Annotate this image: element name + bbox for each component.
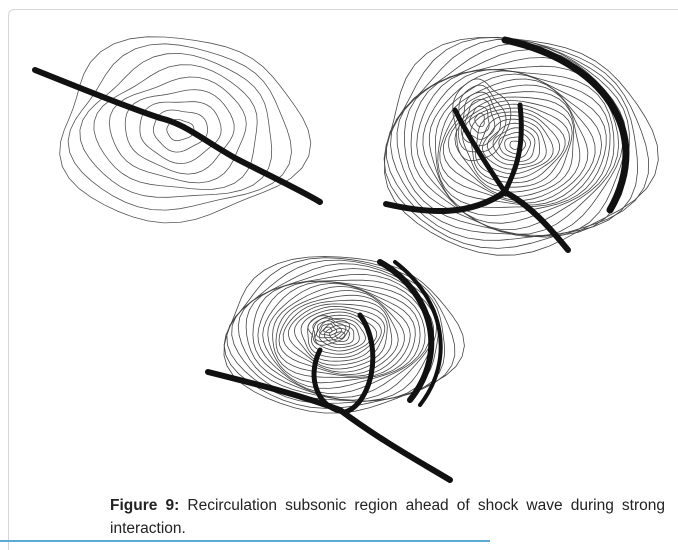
contour [422, 69, 611, 224]
contour [79, 52, 273, 198]
contour [474, 112, 485, 127]
contour [223, 256, 465, 414]
contour [334, 331, 346, 339]
contour [307, 311, 378, 358]
contour [384, 37, 659, 256]
figure-frame [8, 9, 678, 550]
contour [486, 122, 541, 166]
contour-plot-1 [59, 36, 312, 224]
contour [59, 36, 312, 224]
caption-text: Recirculation subsonic region ahead of s… [110, 497, 666, 537]
shock-line [452, 102, 524, 198]
contour [124, 89, 235, 175]
contour [396, 49, 627, 238]
contour [434, 73, 603, 208]
contour [267, 283, 416, 384]
contour [319, 323, 338, 336]
contour [447, 96, 575, 198]
contour [462, 103, 570, 188]
contour [492, 127, 536, 162]
contour [323, 326, 333, 334]
contour [383, 36, 649, 249]
contour [262, 281, 421, 389]
contour [252, 279, 431, 398]
contour [478, 115, 554, 175]
contour [314, 318, 366, 352]
contour [442, 91, 581, 201]
shock-lines [32, 36, 630, 483]
contour [452, 78, 512, 162]
contour [469, 105, 490, 134]
figure-plots [32, 36, 659, 483]
shock-line [311, 312, 376, 415]
contour [454, 100, 573, 193]
shock-line [393, 260, 443, 407]
contour [272, 285, 411, 378]
contour [293, 305, 386, 366]
contour [93, 64, 258, 190]
contour [464, 99, 496, 140]
contour [139, 101, 222, 165]
bottom-rule [0, 540, 490, 542]
contour [318, 321, 360, 349]
contour [152, 109, 209, 153]
contour [469, 107, 566, 184]
figure-caption: Figure 9: Recirculation subsonic region … [110, 494, 665, 540]
shock-line [32, 67, 323, 205]
contour [312, 317, 347, 342]
contour [257, 280, 426, 394]
shock-line [377, 259, 435, 403]
contour [237, 268, 438, 402]
contour [316, 320, 342, 339]
shock-line [501, 36, 630, 214]
contour [307, 315, 351, 346]
contour-plot-3 [223, 256, 465, 414]
contour [287, 303, 388, 370]
contour [166, 119, 195, 142]
contour [390, 42, 630, 237]
contour [282, 299, 393, 373]
contour [108, 76, 247, 184]
contour [245, 273, 434, 401]
contour [428, 70, 607, 217]
contour [439, 84, 589, 204]
contour [67, 43, 292, 211]
contour [416, 69, 615, 230]
contour [410, 65, 620, 235]
figure-label: Figure 9: [110, 497, 180, 514]
contour [278, 294, 399, 376]
